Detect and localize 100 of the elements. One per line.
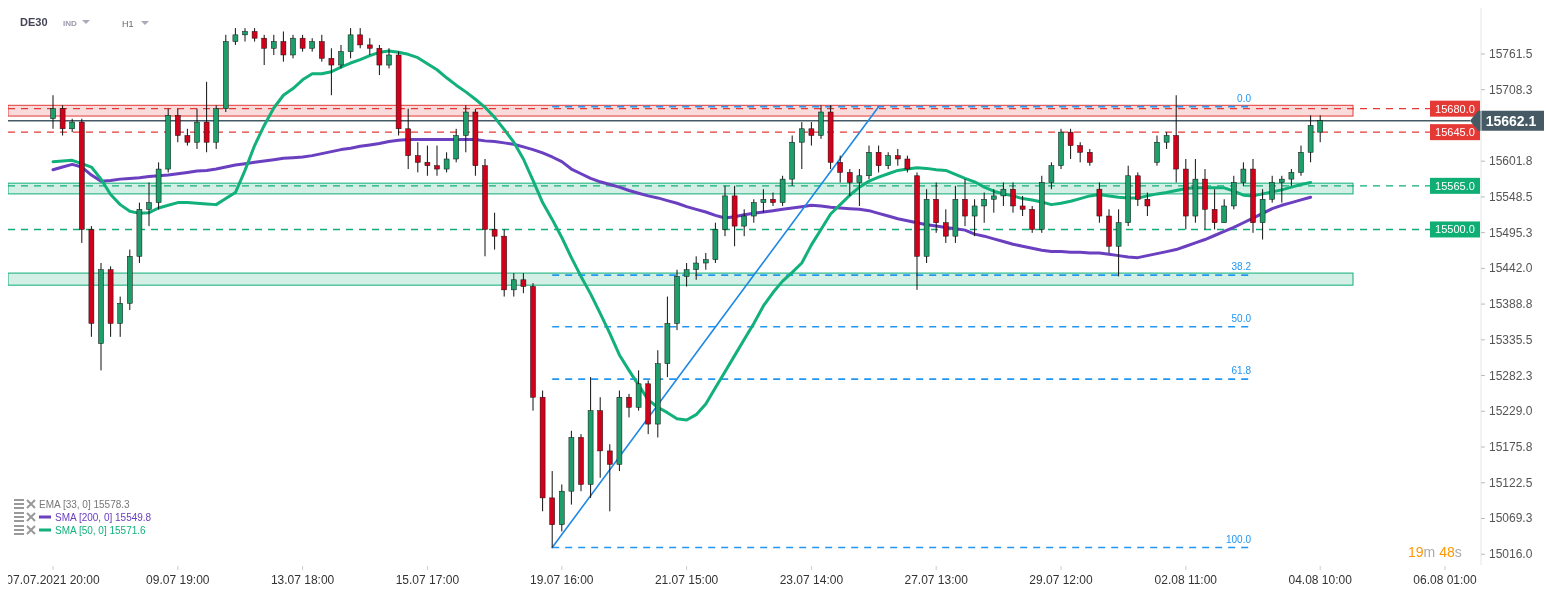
candlestick — [693, 255, 699, 281]
candlestick — [1298, 145, 1304, 177]
x-tick-label: 13.07 18:00 — [270, 573, 335, 587]
candlestick — [453, 128, 459, 163]
candlestick — [1115, 208, 1122, 277]
x-tick-label: 06.08 01:00 — [1413, 573, 1478, 587]
y-tick-label: 15495.3 — [1489, 225, 1533, 240]
x-tick-label: 19.07 16:00 — [530, 573, 594, 587]
candlestick — [280, 30, 287, 63]
y-tick-label: 15548.5 — [1489, 189, 1533, 204]
candlestick — [386, 47, 392, 69]
candlestick — [991, 188, 997, 214]
y-tick-label: 15335.5 — [1489, 332, 1533, 347]
candlestick — [520, 272, 527, 294]
y-tick-label: 15175.8 — [1489, 440, 1533, 455]
x-tick-label: 04.08 10:00 — [1288, 573, 1353, 587]
annotation: 0.0 — [1237, 92, 1252, 104]
candlestick — [1317, 114, 1323, 143]
candlestick — [347, 27, 354, 59]
x-tick-label: 29.07 12:00 — [1029, 573, 1094, 587]
y-tick-label: 15708.3 — [1489, 82, 1533, 97]
candlestick — [203, 81, 210, 153]
candlestick — [194, 108, 200, 150]
y-tick-label: 15016.0 — [1489, 547, 1533, 562]
candlestick — [290, 34, 296, 59]
y-tick-label: 15122.5 — [1489, 475, 1533, 490]
candlestick — [434, 145, 440, 177]
candlestick — [1221, 198, 1227, 224]
x-tick-label: 15.07 17:00 — [395, 573, 460, 587]
candlestick — [511, 272, 517, 298]
y-tick-label: 15069.3 — [1489, 511, 1533, 526]
candlestick — [443, 151, 450, 173]
line-series — [51, 138, 1313, 260]
annotation: EMA [33, 0] 15578.3 — [39, 499, 131, 510]
annotation: 19m 48s — [1408, 544, 1462, 560]
candlestick — [751, 198, 757, 224]
annotation: 61.8 — [1231, 365, 1252, 377]
y-tick-label: 15229.0 — [1489, 404, 1533, 419]
candlestick — [338, 44, 344, 69]
candlestick — [415, 141, 421, 173]
candlestick — [1279, 175, 1285, 204]
candlestick — [760, 188, 767, 214]
candlestick — [1144, 192, 1151, 217]
candlestick — [376, 44, 383, 76]
candlestick — [59, 104, 66, 137]
candlestick — [1077, 141, 1083, 163]
candlestick — [1029, 205, 1035, 234]
annotation: 100.0 — [1225, 533, 1252, 545]
x-tick-label: 27.07 13:00 — [904, 573, 969, 587]
annotation: IND — [63, 19, 77, 28]
candlestick — [1010, 181, 1016, 214]
y-tick-label: 15601.8 — [1489, 154, 1533, 169]
candlestick — [1240, 161, 1247, 187]
candlestick — [424, 145, 431, 177]
candlestick — [50, 94, 56, 130]
candlestick — [1048, 161, 1055, 190]
candlestick — [271, 34, 277, 56]
x-tick-label: 02.08 11:00 — [1154, 573, 1218, 587]
candlestick — [491, 212, 498, 251]
annotation: 38.2 — [1231, 261, 1252, 273]
candlestick — [1000, 181, 1007, 207]
candlestick — [770, 192, 776, 207]
x-tick-label: 09.07 19:00 — [146, 573, 210, 587]
candlestick — [328, 47, 335, 96]
candlestick — [808, 121, 815, 147]
candlestick — [962, 178, 968, 227]
candlestick — [779, 175, 786, 207]
candlestick — [175, 108, 181, 143]
candlestick — [1269, 175, 1275, 204]
candlestick — [463, 104, 469, 153]
y-tick-label: 15761.5 — [1489, 46, 1533, 61]
ref-line-label: 15500.0 — [1435, 223, 1475, 236]
candlestick — [837, 155, 843, 183]
x-tick-label: 23.07 14:00 — [779, 573, 844, 587]
x-tick-label: 21.07 15:00 — [654, 573, 719, 587]
candlestick — [1154, 135, 1160, 167]
y-tick-label: 15388.8 — [1489, 297, 1533, 312]
candlestick — [981, 192, 987, 224]
candlestick — [799, 121, 805, 170]
candlestick — [319, 34, 325, 63]
candlestick — [607, 443, 613, 512]
legend-label: SMA [200, 0] 15549.8 — [55, 512, 152, 523]
legend-label: SMA [50, 0] 15571.6 — [55, 525, 147, 536]
candlestick — [1231, 175, 1237, 210]
candlestick — [635, 369, 642, 412]
candlestick — [242, 27, 248, 43]
candlestick — [1019, 195, 1026, 217]
y-tick-label: 15282.3 — [1489, 368, 1533, 383]
candlestick — [943, 208, 949, 244]
candlestick — [875, 145, 882, 173]
y-tick-label: 15442.0 — [1489, 261, 1533, 276]
candlestick — [683, 262, 690, 287]
candlestick — [117, 296, 123, 338]
candlestick — [146, 181, 152, 227]
candlestick — [261, 34, 267, 66]
candlestick — [1259, 188, 1266, 241]
candlestick — [971, 198, 978, 237]
candlestick — [741, 208, 747, 237]
ref-line-label: 15662.1 — [1485, 112, 1537, 129]
text: DE30 — [20, 16, 48, 28]
